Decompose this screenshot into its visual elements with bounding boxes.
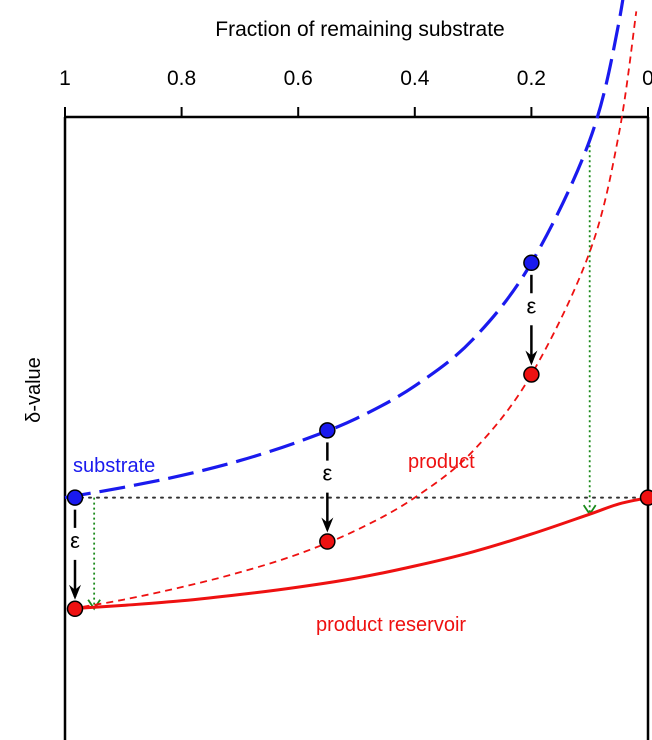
epsilon-arrowhead	[69, 584, 81, 600]
series-line-substrate	[64, 0, 625, 500]
point-product	[523, 366, 540, 383]
x-tick-label: 1	[59, 67, 71, 90]
epsilon-label: ε	[70, 528, 80, 553]
point-substrate	[319, 422, 336, 439]
point-product	[319, 533, 336, 550]
point-product	[66, 600, 84, 618]
epsilon-label: ε	[526, 293, 536, 318]
epsilon-arrowhead	[321, 517, 334, 533]
x-tick-label: 0.8	[167, 67, 196, 90]
x-tick-label: 0	[642, 67, 652, 90]
point-substrate	[66, 489, 84, 506]
annotation-substrate: substrate	[73, 455, 155, 477]
x-tick-label: 0.4	[400, 67, 430, 90]
series-line-product-reservoir	[70, 496, 649, 611]
x-tick-label: 0.6	[284, 67, 313, 90]
annotation-product-reservoir: product reservoir	[316, 614, 466, 636]
epsilon-arrowhead	[525, 350, 538, 366]
point-substrate	[523, 254, 540, 272]
y-axis-title: δ-value	[23, 357, 45, 423]
x-tick-label: 0.2	[517, 67, 546, 90]
top-axis-title: Fraction of remaining substrate	[215, 18, 504, 41]
annotation-product: product	[408, 451, 475, 473]
epsilon-label: ε	[322, 461, 332, 486]
point-product-reservoir	[639, 489, 652, 506]
series-line-product	[70, 11, 638, 610]
